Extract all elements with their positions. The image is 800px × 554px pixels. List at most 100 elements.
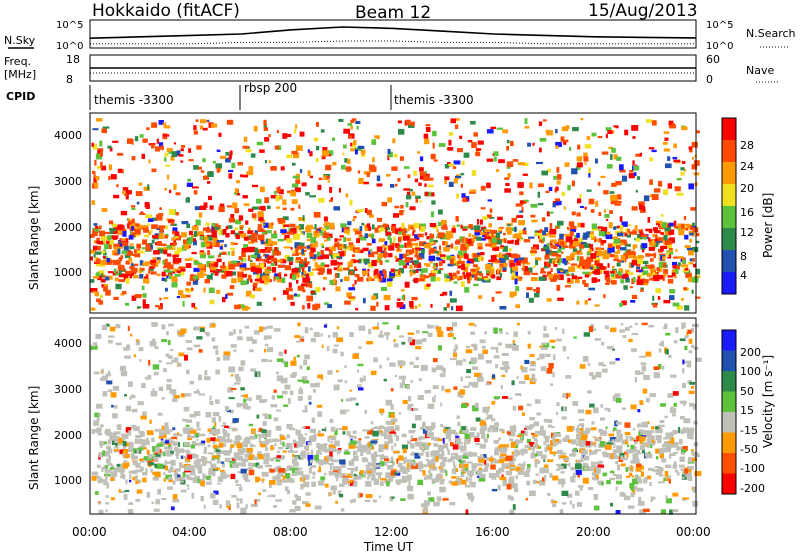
echo-cell bbox=[558, 274, 564, 281]
echo-cell bbox=[324, 239, 328, 242]
echo-cell bbox=[120, 468, 124, 475]
echo-cell bbox=[442, 437, 445, 444]
echo-cell bbox=[479, 420, 486, 427]
echo-cell bbox=[317, 184, 322, 191]
echo-cell bbox=[132, 460, 138, 466]
echo-cell bbox=[118, 489, 121, 493]
echo-cell bbox=[253, 456, 259, 461]
echo-cell bbox=[536, 230, 542, 234]
echo-cell bbox=[342, 431, 346, 435]
echo-cell bbox=[207, 444, 211, 448]
echo-cell bbox=[568, 462, 571, 467]
echo-cell bbox=[332, 491, 336, 495]
echo-cell bbox=[672, 413, 676, 417]
echo-cell bbox=[101, 325, 108, 330]
echo-cell bbox=[658, 180, 663, 187]
echo-cell bbox=[524, 359, 530, 364]
echo-cell bbox=[117, 265, 125, 271]
echo-cell bbox=[191, 492, 195, 499]
echo-cell bbox=[511, 380, 515, 386]
echo-cell bbox=[656, 267, 661, 271]
echo-cell bbox=[424, 191, 429, 197]
echo-cell bbox=[612, 242, 619, 248]
echo-cell bbox=[611, 182, 617, 187]
echo-cell bbox=[449, 255, 456, 261]
echo-cell bbox=[605, 133, 608, 139]
echo-cell bbox=[502, 245, 508, 252]
echo-cell bbox=[606, 480, 611, 485]
echo-cell bbox=[224, 406, 230, 411]
echo-cell bbox=[667, 393, 674, 398]
echo-cell bbox=[548, 258, 556, 264]
echo-cell bbox=[336, 326, 340, 330]
echo-cell bbox=[577, 409, 584, 414]
echo-cell bbox=[180, 148, 184, 152]
echo-cell bbox=[484, 235, 491, 240]
echo-cell bbox=[238, 304, 245, 309]
echo-cell bbox=[212, 499, 219, 505]
echo-cell bbox=[328, 492, 331, 496]
echo-cell bbox=[98, 225, 102, 230]
echo-cell bbox=[498, 428, 504, 432]
echo-cell bbox=[100, 273, 104, 277]
echo-cell bbox=[430, 465, 434, 470]
echo-cell bbox=[129, 246, 135, 250]
echo-cell bbox=[577, 438, 581, 442]
echo-cell bbox=[357, 492, 362, 498]
echo-cell bbox=[583, 441, 591, 446]
echo-cell bbox=[196, 145, 202, 150]
echo-cell bbox=[624, 431, 631, 436]
echo-cell bbox=[419, 172, 426, 175]
echo-cell bbox=[667, 254, 672, 259]
echo-cell bbox=[682, 427, 689, 434]
echo-cell bbox=[100, 165, 107, 171]
echo-cell bbox=[305, 503, 311, 507]
echo-cell bbox=[119, 475, 124, 479]
echo-cell bbox=[215, 449, 221, 453]
echo-cell bbox=[374, 135, 380, 139]
echo-cell bbox=[92, 429, 98, 433]
echo-cell bbox=[290, 468, 294, 471]
echo-cell bbox=[672, 156, 678, 160]
echo-cell bbox=[642, 237, 648, 240]
echo-cell bbox=[189, 381, 195, 385]
echo-cell bbox=[282, 199, 287, 206]
echo-cell bbox=[148, 159, 151, 164]
echo-cell bbox=[619, 302, 623, 307]
echo-cell bbox=[161, 339, 168, 343]
echo-cell bbox=[558, 261, 561, 266]
echo-cell bbox=[106, 458, 111, 464]
echo-cell bbox=[579, 439, 586, 446]
echo-cell bbox=[611, 199, 618, 203]
echo-cell bbox=[92, 342, 98, 346]
echo-cell bbox=[113, 449, 119, 452]
echo-cell bbox=[101, 284, 105, 288]
echo-cell bbox=[427, 177, 434, 181]
echo-cell bbox=[178, 271, 185, 276]
echo-cell bbox=[256, 414, 260, 419]
echo-cell bbox=[229, 285, 235, 289]
echo-cell bbox=[369, 467, 376, 474]
echo-cell bbox=[675, 327, 679, 333]
echo-cell bbox=[472, 366, 478, 370]
echo-cell bbox=[424, 500, 430, 506]
echo-cell bbox=[583, 152, 588, 159]
echo-cell bbox=[184, 354, 188, 361]
echo-cell bbox=[287, 294, 294, 300]
echo-cell bbox=[561, 251, 564, 254]
echo-cell bbox=[528, 490, 536, 497]
echo-cell bbox=[532, 436, 536, 439]
echo-cell bbox=[330, 197, 333, 202]
echo-cell bbox=[236, 442, 243, 449]
echo-cell bbox=[611, 147, 616, 153]
echo-cell bbox=[512, 504, 516, 510]
echo-cell bbox=[632, 136, 636, 139]
echo-cell bbox=[300, 452, 303, 458]
echo-cell bbox=[418, 453, 424, 456]
echo-cell bbox=[425, 451, 430, 458]
echo-cell bbox=[546, 243, 550, 249]
echo-cell bbox=[419, 175, 427, 180]
echo-cell bbox=[663, 235, 668, 241]
echo-cell bbox=[107, 235, 112, 241]
echo-cell bbox=[396, 325, 400, 330]
